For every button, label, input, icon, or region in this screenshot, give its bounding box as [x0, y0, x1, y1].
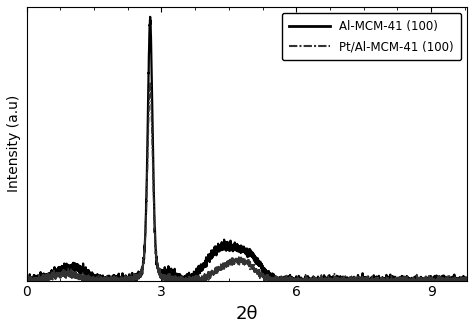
Al-MCM-41 (100): [451, 276, 456, 280]
Pt/Al-MCM-41 (100): [214, 270, 219, 274]
Al-MCM-41 (100): [210, 251, 216, 255]
X-axis label: 2θ: 2θ: [236, 305, 258, 323]
Pt/Al-MCM-41 (100): [26, 277, 32, 280]
Al-MCM-41 (100): [214, 247, 219, 251]
Pt/Al-MCM-41 (100): [234, 257, 240, 261]
Line: Pt/Al-MCM-41 (100): Pt/Al-MCM-41 (100): [29, 82, 467, 280]
Y-axis label: Intensity (a.u): Intensity (a.u): [7, 95, 21, 192]
Al-MCM-41 (100): [26, 279, 32, 282]
Al-MCM-41 (100): [429, 279, 435, 282]
Pt/Al-MCM-41 (100): [451, 278, 456, 282]
Al-MCM-41 (100): [464, 279, 470, 282]
Al-MCM-41 (100): [147, 15, 153, 19]
Al-MCM-41 (100): [234, 246, 240, 249]
Legend: Al-MCM-41 (100), Pt/Al-MCM-41 (100): Al-MCM-41 (100), Pt/Al-MCM-41 (100): [282, 13, 461, 60]
Pt/Al-MCM-41 (100): [147, 80, 153, 84]
Pt/Al-MCM-41 (100): [429, 276, 435, 280]
Line: Al-MCM-41 (100): Al-MCM-41 (100): [29, 17, 467, 280]
Pt/Al-MCM-41 (100): [345, 279, 350, 282]
Pt/Al-MCM-41 (100): [464, 279, 470, 282]
Pt/Al-MCM-41 (100): [26, 279, 32, 282]
Al-MCM-41 (100): [26, 277, 32, 281]
Pt/Al-MCM-41 (100): [210, 270, 216, 274]
Al-MCM-41 (100): [345, 279, 350, 282]
